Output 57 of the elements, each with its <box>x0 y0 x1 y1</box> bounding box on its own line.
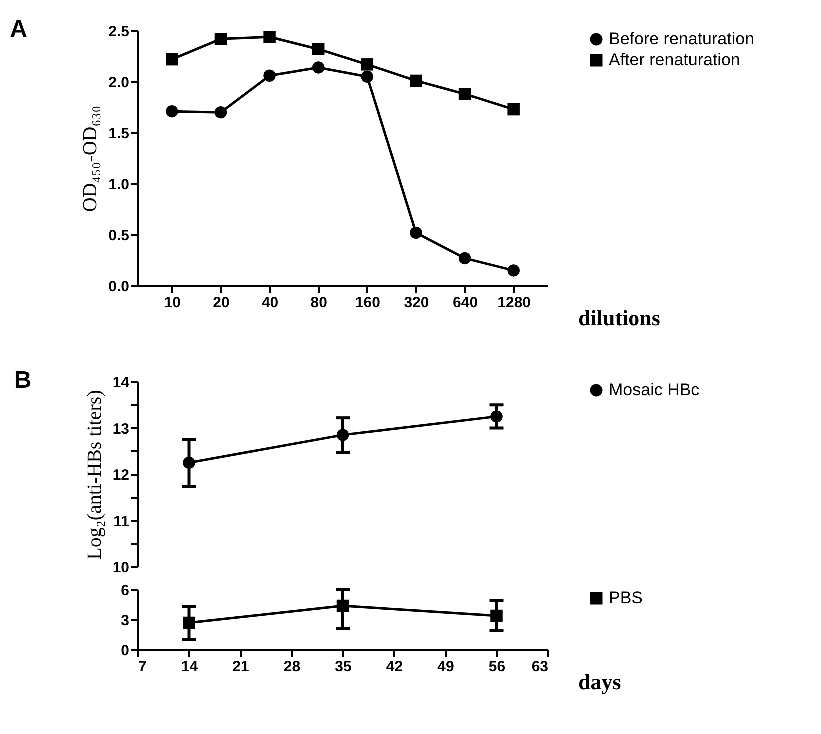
point <box>361 70 374 84</box>
y-tick-label: 2.5 <box>108 24 130 40</box>
y-axis-title: OD₄₅₀-OD₆₃₀ <box>80 106 102 212</box>
x-tick-label: 63 <box>532 658 548 676</box>
y-tick-label: 12 <box>112 467 130 484</box>
point <box>214 106 228 119</box>
x-tick-label: 56 <box>488 658 506 676</box>
point <box>214 33 228 46</box>
point <box>508 103 520 116</box>
y-tick-label: 1.5 <box>108 126 130 142</box>
x-tick-label: 320 <box>404 294 430 312</box>
x-tick-label: 640 <box>453 294 478 312</box>
point <box>264 70 276 82</box>
y-tick-label: 0 <box>121 642 130 660</box>
x-tick-label: 80 <box>310 294 328 312</box>
chart-title: B <box>14 367 32 394</box>
x-tick-label: 49 <box>438 658 454 676</box>
x-tick-label: 42 <box>386 658 404 676</box>
x-axis-title: days <box>578 670 622 694</box>
point <box>166 53 178 66</box>
x-tick-label: 40 <box>262 294 279 312</box>
y-tick-label: 14 <box>112 374 130 392</box>
point <box>458 252 472 265</box>
y-tick-label: 1.0 <box>108 176 130 194</box>
x-tick-label: 160 <box>355 294 380 312</box>
y-tick-label: 11 <box>114 513 130 530</box>
y-tick-label: 0.5 <box>108 228 130 244</box>
y-tick-label: 10 <box>112 560 130 576</box>
point <box>410 226 422 240</box>
point <box>410 74 422 88</box>
point <box>166 105 178 118</box>
y-tick-label: 6 <box>121 582 130 600</box>
y-tick-label: 3 <box>121 612 130 630</box>
y-tick-label: 13 <box>112 420 130 438</box>
point <box>312 62 325 74</box>
x-tick-label: 7 <box>138 658 147 676</box>
legend-label: After renaturation <box>609 50 740 70</box>
x-tick-label: 35 <box>335 658 352 676</box>
x-tick-label: 14 <box>181 658 199 676</box>
legend-label: Mosaic HBc <box>609 380 700 400</box>
chart-title: A <box>10 16 28 43</box>
y-tick-label: 2.0 <box>108 74 130 92</box>
y-tick-label: 0.0 <box>108 278 130 296</box>
x-tick-label: 21 <box>232 658 250 676</box>
point <box>264 30 276 44</box>
y-axis-title: Log₂(anti-HBs titers) <box>84 390 106 560</box>
x-tick-label: 28 <box>284 658 301 676</box>
x-tick-label: 1280 <box>498 294 532 312</box>
point <box>458 88 472 100</box>
x-tick-label: 10 <box>164 294 182 312</box>
x-tick-label: 20 <box>213 294 230 312</box>
point <box>312 43 325 56</box>
legend-label: PBS <box>609 588 644 608</box>
x-axis-title: dilutions <box>578 306 661 330</box>
legend-label: Before renaturation <box>609 30 755 48</box>
point <box>361 58 374 71</box>
point <box>508 264 520 277</box>
